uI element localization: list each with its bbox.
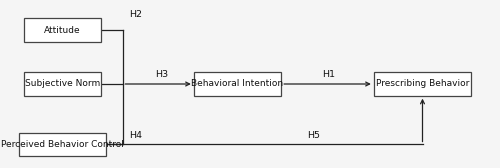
- Text: Attitude: Attitude: [44, 26, 81, 35]
- Text: Behavioral Intention: Behavioral Intention: [192, 79, 284, 89]
- FancyBboxPatch shape: [194, 72, 281, 96]
- Text: H2: H2: [129, 10, 142, 19]
- FancyBboxPatch shape: [24, 18, 101, 42]
- Text: H5: H5: [308, 131, 320, 140]
- Text: H4: H4: [129, 131, 142, 140]
- Text: H3: H3: [155, 70, 168, 79]
- Text: Subjective Norm: Subjective Norm: [25, 79, 100, 89]
- Text: H1: H1: [322, 70, 336, 79]
- Text: Perceived Behavior Control: Perceived Behavior Control: [1, 140, 124, 149]
- Text: Prescribing Behavior: Prescribing Behavior: [376, 79, 469, 89]
- FancyBboxPatch shape: [24, 72, 101, 96]
- FancyBboxPatch shape: [374, 72, 471, 96]
- FancyBboxPatch shape: [19, 133, 106, 156]
